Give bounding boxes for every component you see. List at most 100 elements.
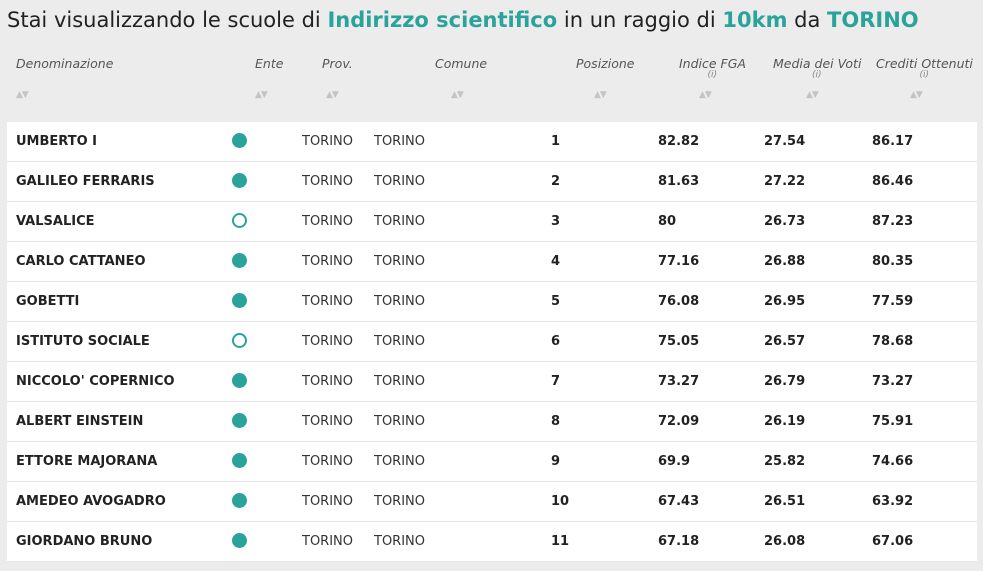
cell-name: CARLO CATTANEO [16,254,146,269]
ente-icon [232,213,247,228]
cell-name: UMBERTO I [16,134,97,149]
cell-name: GOBETTI [16,294,80,309]
cell-crediti: 74.66 [872,454,914,469]
cell-comune: TORINO [374,534,425,549]
column-header[interactable]: Indice FGA [679,56,746,71]
cell-comune: TORINO [374,414,425,429]
cell-media: 26.95 [764,294,806,309]
cell-posizione: 1 [551,134,561,149]
sort-arrows[interactable]: ▲▼ [910,90,923,100]
cell-media: 26.73 [764,214,806,229]
cell-prov: TORINO [302,174,353,189]
ente-icon [232,293,247,308]
ente-icon [232,173,247,188]
ente-icon [232,533,247,548]
title-part: TORINO [827,8,919,32]
cell-name: GIORDANO BRUNO [16,534,153,549]
ente-icon [232,253,247,268]
sort-arrows[interactable]: ▲▼ [451,90,464,100]
table-row[interactable]: GOBETTI TORINO TORINO 5 76.08 26.95 77.59 [7,282,977,322]
cell-fga: 67.18 [658,534,700,549]
cell-media: 25.82 [764,454,806,469]
ente-icon [232,333,247,348]
column-header[interactable]: Comune [435,56,488,71]
cell-prov: TORINO [302,134,353,149]
cell-name: NICCOLO' COPERNICO [16,374,175,389]
title: Stai visualizzando le scuole di Indirizz… [7,8,919,32]
info-icon[interactable]: (i) [707,70,718,80]
cell-fga: 72.09 [658,414,700,429]
title-part: 10km [722,8,788,32]
cell-crediti: 63.92 [872,494,914,509]
cell-prov: TORINO [302,294,353,309]
ente-icon [232,133,247,148]
column-header[interactable]: Prov. [322,56,353,71]
cell-fga: 81.63 [658,174,700,189]
table-row[interactable]: ALBERT EINSTEIN TORINO TORINO 8 72.09 26.19 75… [7,402,977,442]
table-row[interactable]: ETTORE MAJORANA TORINO TORINO 9 69.9 25.82 74.… [7,442,977,482]
cell-comune: TORINO [374,334,425,349]
cell-comune: TORINO [374,254,425,269]
cell-media: 27.22 [764,174,806,189]
ente-icon [232,373,247,388]
cell-comune: TORINO [374,134,425,149]
cell-media: 27.54 [764,134,806,149]
cell-posizione: 4 [551,254,561,269]
cell-posizione: 2 [551,174,561,189]
sort-arrows[interactable]: ▲▼ [806,90,819,100]
column-header[interactable]: Denominazione [16,56,114,71]
cell-name: ETTORE MAJORANA [16,454,158,469]
cell-comune: TORINO [374,294,425,309]
cell-name: ALBERT EINSTEIN [16,414,144,429]
cell-prov: TORINO [302,214,353,229]
cell-media: 26.79 [764,374,806,389]
table-row[interactable]: UMBERTO I TORINO TORINO 1 82.82 27.54 86.17 [7,122,977,162]
cell-prov: TORINO [302,414,353,429]
cell-name: VALSALICE [16,214,95,229]
table-row[interactable]: ISTITUTO SOCIALE TORINO TORINO 6 75.05 26.57 7… [7,322,977,362]
cell-fga: 67.43 [658,494,700,509]
table-row[interactable]: GALILEO FERRARIS TORINO TORINO 2 81.63 27.22 8… [7,162,977,202]
column-header[interactable]: Posizione [576,56,635,71]
sort-arrows[interactable]: ▲▼ [16,90,29,100]
info-icon[interactable]: (i) [812,70,822,80]
table-row[interactable]: GIORDANO BRUNO TORINO TORINO 11 67.18 26.08 67… [7,522,977,562]
title-part: da [794,8,821,32]
table-row[interactable]: NICCOLO' COPERNICO TORINO TORINO 7 73.27 26.7… [7,362,977,402]
cell-posizione: 5 [551,294,561,309]
cell-posizione: 10 [551,494,570,509]
cell-media: 26.57 [764,334,806,349]
cell-posizione: 11 [551,534,570,549]
cell-comune: TORINO [374,174,425,189]
table-row[interactable]: AMEDEO AVOGADRO TORINO TORINO 10 67.43 26.51 6… [7,482,977,522]
sort-arrows[interactable]: ▲▼ [255,90,268,100]
cell-fga: 80 [658,214,677,229]
cell-posizione: 9 [551,454,561,469]
table-row[interactable]: CARLO CATTANEO TORINO TORINO 4 77.16 26.88 80.… [7,242,977,282]
cell-fga: 69.9 [658,454,691,469]
cell-comune: TORINO [374,494,425,509]
title-part: in un raggio di [563,8,716,32]
sort-arrows[interactable]: ▲▼ [699,90,712,100]
ente-icon [232,453,247,468]
table-row[interactable]: VALSALICE TORINO TORINO 3 80 26.73 87.23 [7,202,977,242]
sort-arrows[interactable]: ▲▼ [594,90,607,100]
info-icon[interactable]: (i) [919,70,930,80]
sort-arrows[interactable]: ▲▼ [326,90,339,100]
cell-media: 26.51 [764,494,806,509]
ente-icon [232,493,247,508]
cell-prov: TORINO [302,494,353,509]
column-header[interactable]: Crediti Ottenuti [876,56,973,71]
cell-prov: TORINO [302,374,353,389]
cell-crediti: 73.27 [872,374,914,389]
column-header[interactable]: Ente [255,56,284,71]
cell-comune: TORINO [374,374,425,389]
cell-name: GALILEO FERRARIS [16,174,155,189]
cell-prov: TORINO [302,334,353,349]
column-header[interactable]: Media dei Voti [773,56,862,71]
cell-prov: TORINO [302,534,353,549]
cell-name: ISTITUTO SOCIALE [16,334,150,349]
cell-fga: 77.16 [658,254,700,269]
cell-crediti: 77.59 [872,294,914,309]
